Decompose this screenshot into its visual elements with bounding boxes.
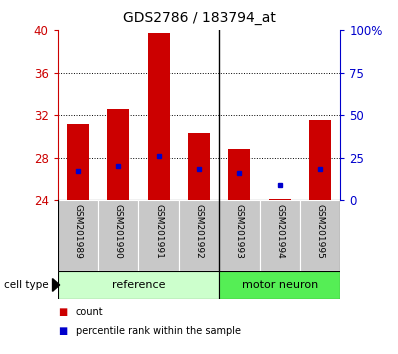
Bar: [259, 200, 300, 271]
Text: percentile rank within the sample: percentile rank within the sample: [76, 326, 241, 336]
Text: reference: reference: [112, 280, 165, 290]
Bar: [107, 109, 129, 200]
Bar: [219, 271, 340, 299]
Bar: [188, 133, 210, 200]
Text: GSM201993: GSM201993: [235, 204, 244, 259]
Bar: [219, 200, 259, 271]
Bar: [148, 33, 170, 200]
Text: GDS2786 / 183794_at: GDS2786 / 183794_at: [123, 11, 275, 25]
Text: GSM201994: GSM201994: [275, 204, 284, 259]
Bar: [58, 200, 98, 271]
Text: count: count: [76, 307, 103, 316]
Bar: [67, 124, 89, 200]
Bar: [98, 200, 139, 271]
Polygon shape: [53, 279, 60, 291]
Bar: [300, 200, 340, 271]
Text: GSM201991: GSM201991: [154, 204, 163, 259]
Text: ■: ■: [58, 326, 67, 336]
Text: cell type: cell type: [4, 280, 49, 290]
Text: motor neuron: motor neuron: [242, 280, 318, 290]
Bar: [269, 199, 291, 200]
Bar: [179, 200, 219, 271]
Bar: [139, 200, 179, 271]
Text: GSM201990: GSM201990: [114, 204, 123, 259]
Bar: [58, 271, 219, 299]
Text: GSM201995: GSM201995: [316, 204, 325, 259]
Text: GSM201989: GSM201989: [73, 204, 82, 259]
Text: ■: ■: [58, 307, 67, 316]
Text: GSM201992: GSM201992: [195, 204, 203, 259]
Bar: [228, 149, 250, 200]
Bar: [309, 120, 331, 200]
